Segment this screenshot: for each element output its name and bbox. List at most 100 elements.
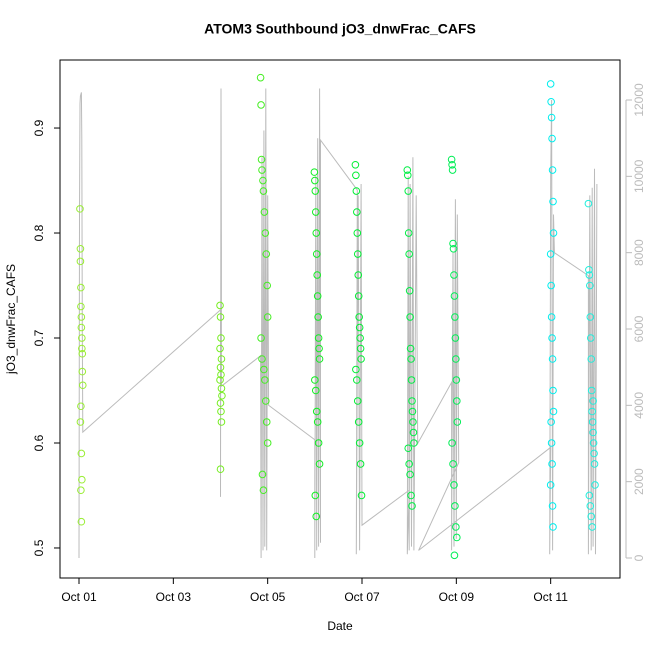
data-point xyxy=(77,517,86,526)
data-point xyxy=(76,244,85,253)
data-point xyxy=(355,323,364,332)
data-point xyxy=(584,199,593,208)
data-point xyxy=(216,465,225,474)
data-point xyxy=(405,286,414,295)
data-point xyxy=(447,155,456,164)
data-point xyxy=(312,512,321,521)
data-point xyxy=(448,439,456,447)
x-tick-label: Oct 03 xyxy=(156,590,192,604)
data-point xyxy=(548,502,557,510)
data-point xyxy=(587,355,596,363)
data-point xyxy=(261,229,270,237)
data-point xyxy=(263,281,271,290)
data-point xyxy=(315,355,324,363)
data-point xyxy=(409,418,417,426)
data-point xyxy=(77,402,85,411)
data-point xyxy=(403,171,412,180)
data-point xyxy=(78,349,87,358)
data-point xyxy=(547,313,556,321)
data-point xyxy=(407,491,415,500)
data-point xyxy=(452,355,460,363)
data-point xyxy=(312,229,321,237)
data-point xyxy=(257,155,266,164)
x-tick-label: Oct 11 xyxy=(533,590,568,604)
data-point xyxy=(452,523,460,531)
data-point xyxy=(259,187,268,195)
data-point xyxy=(453,418,462,426)
data-point xyxy=(311,187,320,195)
data-point xyxy=(590,449,598,458)
data-point xyxy=(585,491,594,500)
data-point xyxy=(352,171,360,180)
data-point xyxy=(313,271,321,279)
data-point xyxy=(217,384,226,393)
data-point xyxy=(310,168,319,176)
data-point xyxy=(315,460,324,468)
data-point xyxy=(548,355,557,363)
data-point xyxy=(313,418,322,426)
data-point xyxy=(352,187,361,195)
data-point xyxy=(352,365,360,374)
data-point xyxy=(406,344,415,353)
chart-title: ATOM3 Southbound jO3_dnwFrac_CAFS xyxy=(204,21,476,37)
data-point xyxy=(588,407,596,416)
data-point xyxy=(312,407,321,416)
data-point xyxy=(451,334,460,342)
y2-tick-label: 8000 xyxy=(632,239,646,266)
data-point xyxy=(258,355,266,363)
data-point xyxy=(262,250,271,258)
data-point xyxy=(77,283,85,292)
data-point xyxy=(257,101,265,109)
data-point xyxy=(218,391,226,400)
data-point xyxy=(450,481,458,489)
x-axis-label: Date xyxy=(327,619,353,633)
data-point xyxy=(216,399,225,407)
data-point xyxy=(586,334,595,342)
data-point xyxy=(216,313,225,321)
y2-tick-label: 0 xyxy=(632,554,646,561)
data-point xyxy=(407,376,416,384)
x-tick-label: Oct 09 xyxy=(439,590,475,604)
y2-tick-label: 4000 xyxy=(632,392,646,419)
data-point xyxy=(217,407,225,416)
data-point xyxy=(216,363,225,372)
data-point xyxy=(216,344,224,353)
data-point xyxy=(404,444,413,453)
data-point xyxy=(257,334,265,342)
data-point xyxy=(354,418,363,426)
data-point xyxy=(259,486,268,495)
data-point xyxy=(410,439,418,447)
data-point xyxy=(314,439,323,447)
data-point xyxy=(259,176,267,185)
y-tick-label: 0.7 xyxy=(32,329,46,346)
data-point xyxy=(546,250,555,258)
data-point xyxy=(409,428,418,437)
data-point xyxy=(589,397,597,405)
data-point xyxy=(217,334,225,342)
altitude-line xyxy=(78,88,598,559)
data-point xyxy=(404,229,413,237)
data-point xyxy=(549,523,557,531)
data-point xyxy=(586,281,594,290)
data-point xyxy=(217,370,225,379)
data-point xyxy=(589,428,597,437)
y2-tick-label: 6000 xyxy=(632,315,646,342)
data-point xyxy=(586,502,595,510)
data-point xyxy=(547,281,555,290)
data-point xyxy=(404,187,413,195)
data-point xyxy=(587,386,596,395)
data-point xyxy=(405,460,413,468)
data-point xyxy=(77,313,86,321)
data-point xyxy=(261,397,270,405)
data-point xyxy=(547,97,555,106)
data-point xyxy=(354,271,363,279)
data-point xyxy=(76,257,85,266)
data-point xyxy=(315,344,323,353)
data-point xyxy=(263,439,272,447)
data-point xyxy=(450,551,459,560)
data-point xyxy=(78,344,86,353)
y-tick-label: 0.9 xyxy=(32,119,46,136)
x-tick-label: Oct 05 xyxy=(250,590,286,604)
data-point xyxy=(353,208,361,216)
data-point xyxy=(217,418,226,426)
